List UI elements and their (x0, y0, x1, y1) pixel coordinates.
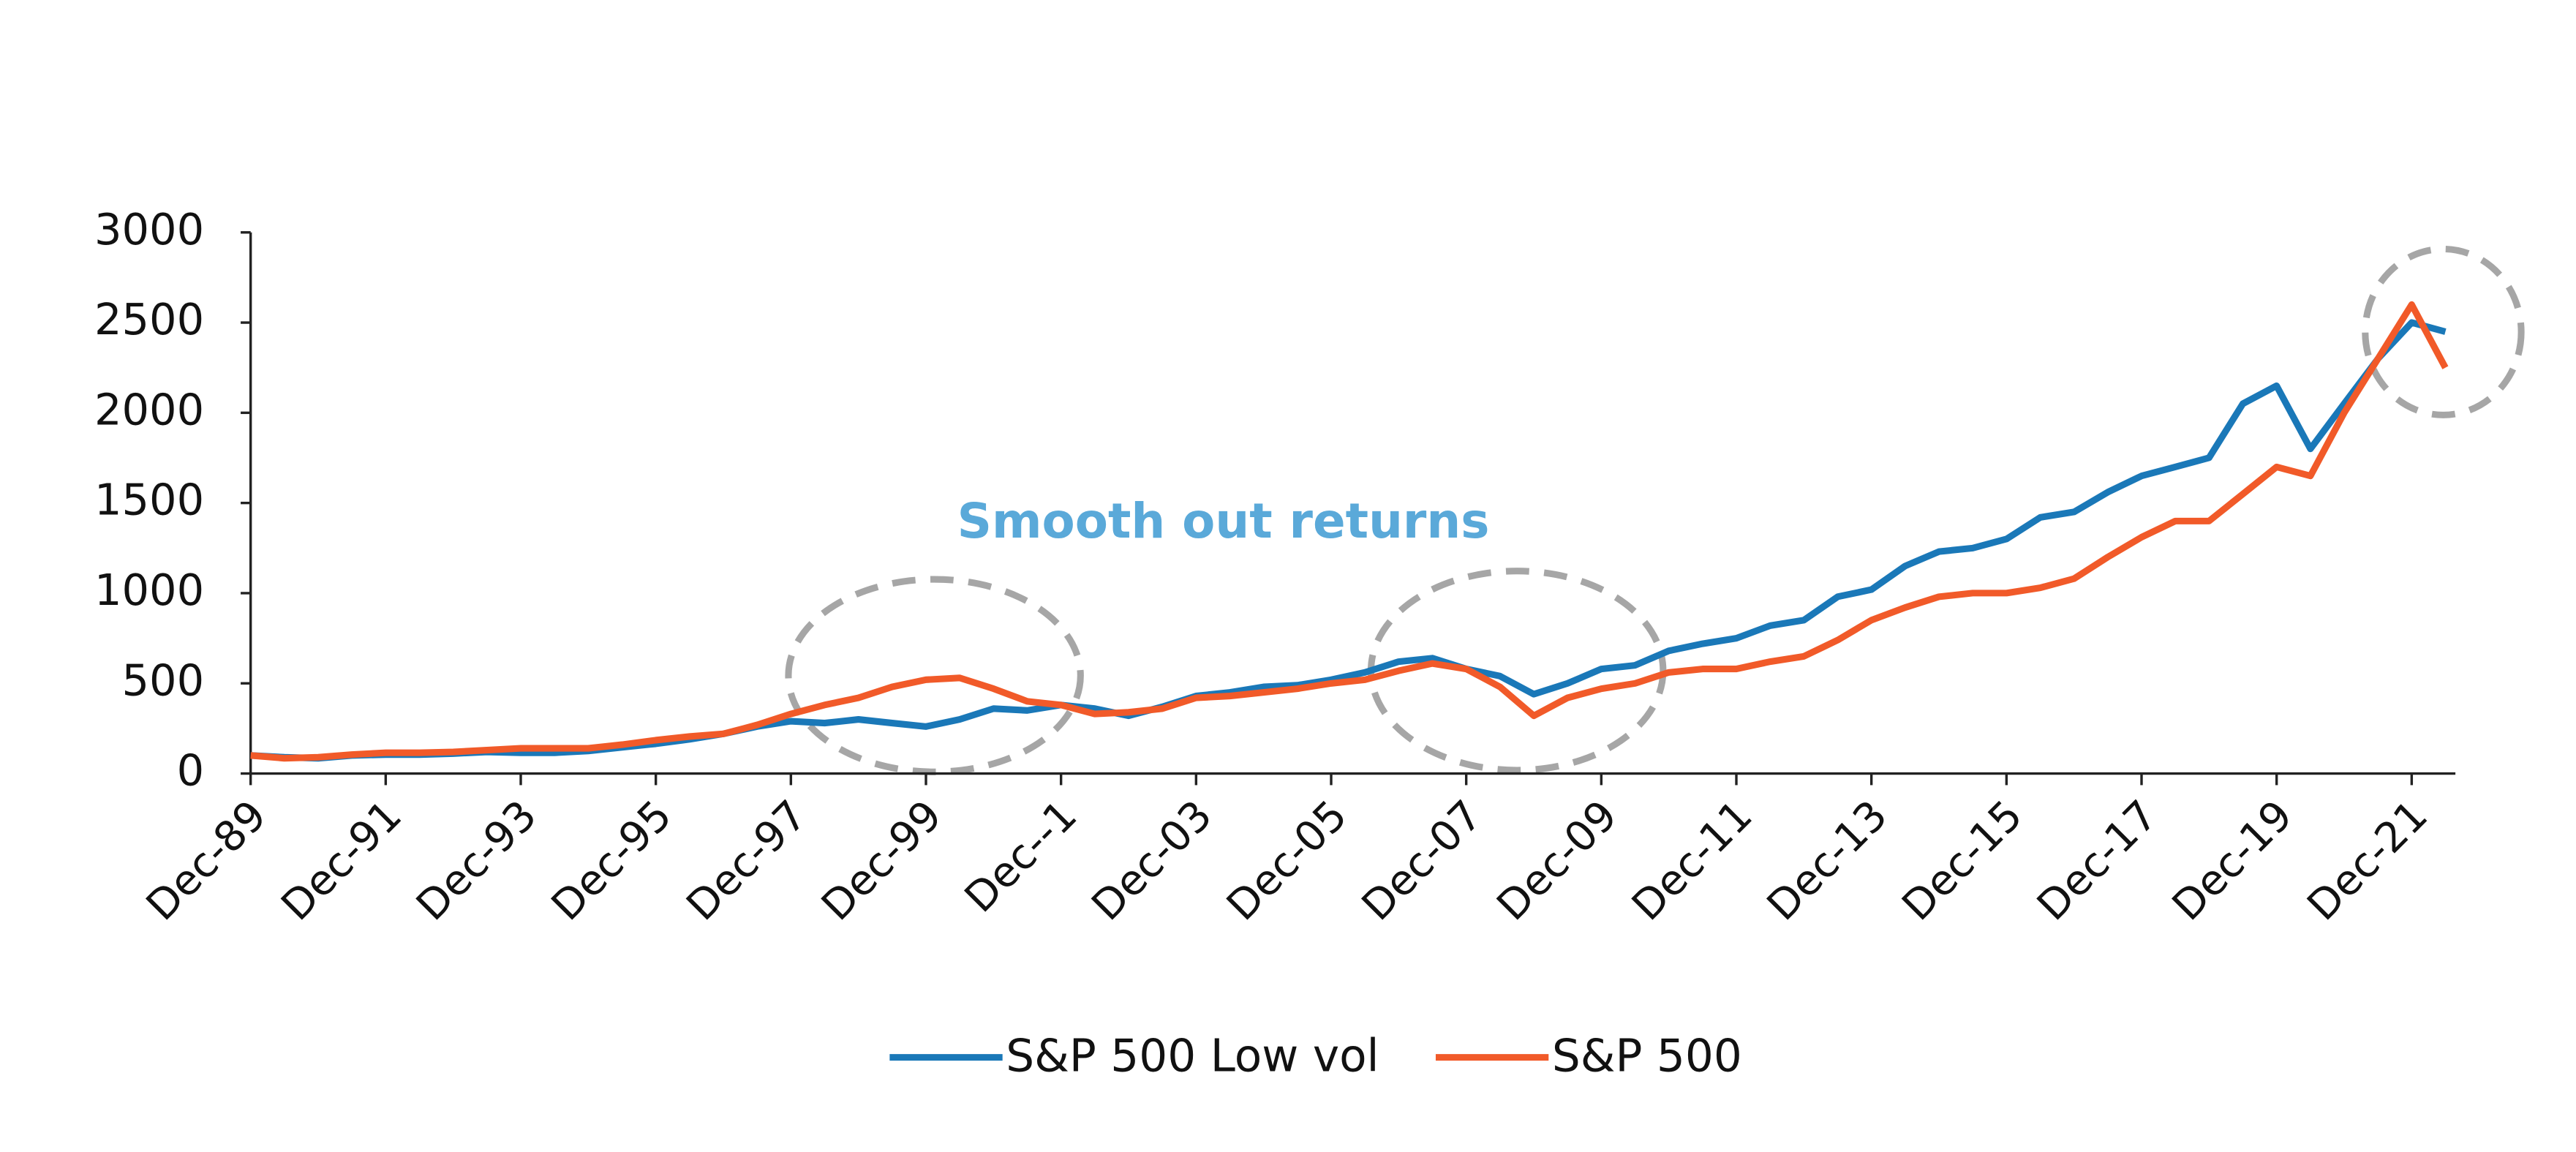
x-tick-label: Dec-93 (407, 791, 546, 930)
x-tick-label: Dec-11 (1623, 791, 1762, 930)
x-tick-label: Dec-05 (1218, 791, 1357, 930)
x-tick-label: Dec-07 (1352, 791, 1491, 930)
x-tick-label: Dec-97 (677, 791, 816, 930)
x-tick-label: Dec-15 (1893, 791, 2032, 930)
highlight-ellipse (785, 576, 1084, 775)
x-tick-label: Dec-99 (813, 791, 952, 930)
y-tick-label: 3000 (94, 204, 204, 255)
x-tick-label: Dec-09 (1488, 791, 1627, 930)
y-tick-label: 0 (177, 745, 205, 796)
y-tick-label: 500 (122, 655, 205, 705)
y-tick-label: 1000 (94, 565, 204, 615)
x-tick-label: Dec-19 (2163, 791, 2302, 930)
series-line (250, 301, 2449, 762)
y-tick-label: 2500 (94, 294, 204, 345)
x-tick-label: Dec-91 (272, 791, 411, 930)
y-tick-label: 2000 (94, 384, 204, 434)
x-tick-label: Dec-17 (2028, 791, 2167, 930)
highlight-ellipse (2362, 245, 2525, 418)
x-tick-label: Dec-13 (1758, 791, 1897, 930)
x-tick-label: Dec-89 (137, 791, 276, 930)
legend-label: S&P 500 (1552, 1030, 1742, 1082)
x-tick-label: Dec-21 (2298, 791, 2437, 930)
y-tick-label: 1500 (94, 475, 204, 525)
x-tick-label: Dec-03 (1082, 791, 1221, 930)
x-tick-label: Dec-95 (542, 791, 681, 930)
legend-label: S&P 500 Low vol (1006, 1030, 1379, 1082)
annotation: Smooth out returns (957, 493, 1490, 549)
x-tick-label: Dec--1 (955, 791, 1086, 922)
